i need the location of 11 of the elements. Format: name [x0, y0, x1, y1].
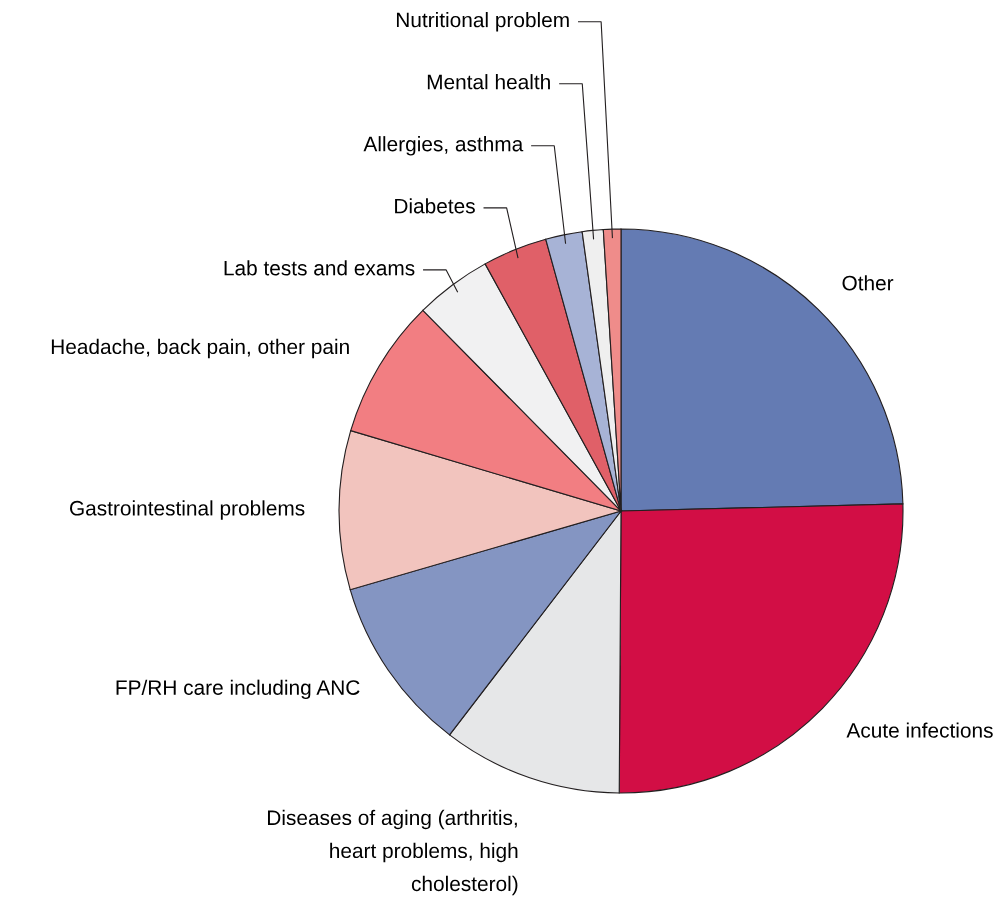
slice-label: FP/RH care including ANC — [116, 679, 360, 700]
slice-label: Mental health — [427, 74, 550, 90]
slice-label: Other — [842, 275, 894, 291]
slice-label: Gastrointestinal problems — [70, 500, 305, 520]
slice-label: Diabetes — [395, 198, 475, 214]
slice-label: Acute infections — [846, 722, 993, 738]
slice-label: Allergies, asthma — [363, 136, 524, 156]
slice-label: Lab tests and exams — [224, 260, 415, 276]
slice-label: Diseases of aging (arthritis, heart problems, high cholesterol) — [268, 809, 518, 896]
slice-label: Headache, back pain, other pain — [51, 338, 349, 359]
slice-label: Nutritional problem — [396, 12, 569, 32]
